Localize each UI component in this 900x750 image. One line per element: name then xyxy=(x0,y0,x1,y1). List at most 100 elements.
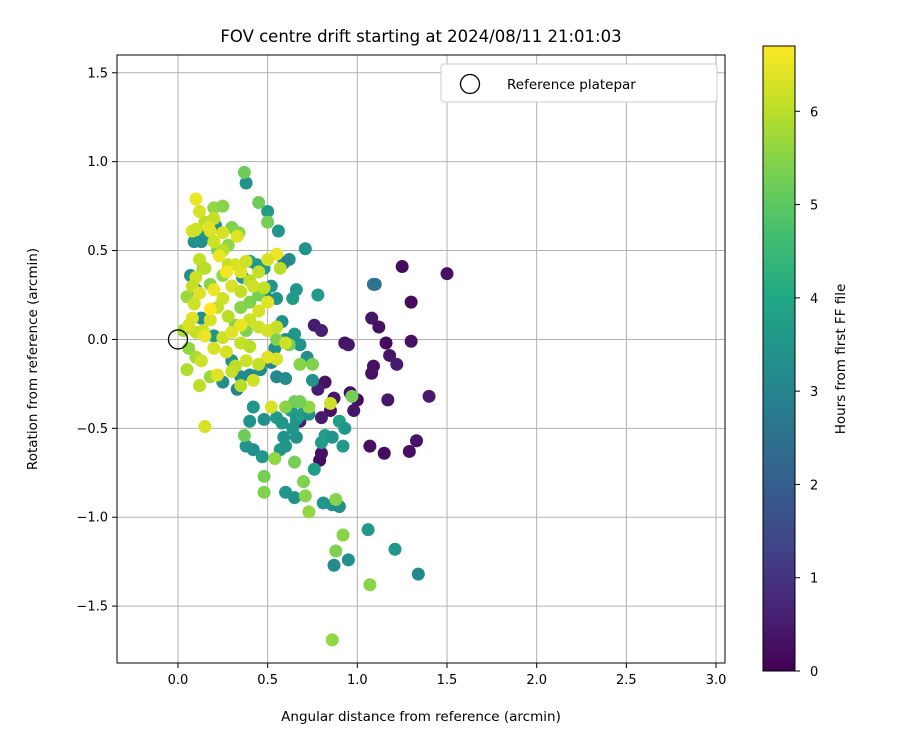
data-point xyxy=(261,215,275,229)
data-point xyxy=(221,309,235,323)
data-point xyxy=(388,542,402,556)
data-point xyxy=(307,462,321,476)
data-point xyxy=(305,357,319,371)
data-point xyxy=(187,235,201,249)
data-point xyxy=(275,416,289,430)
data-point xyxy=(194,354,208,368)
data-point xyxy=(379,336,393,350)
data-point xyxy=(201,220,215,234)
data-point xyxy=(372,320,386,334)
data-point xyxy=(366,277,380,291)
data-point xyxy=(329,492,343,506)
data-point xyxy=(390,357,404,371)
legend-marker-reference xyxy=(459,73,481,95)
x-tick-label: 2.5 xyxy=(616,673,637,688)
data-point xyxy=(193,204,207,218)
data-point xyxy=(237,165,251,179)
data-point xyxy=(207,283,221,297)
legend-box xyxy=(440,63,718,103)
colorbar-tick-label: 5 xyxy=(810,199,818,214)
data-point xyxy=(365,366,379,380)
y-tick-label: −1.0 xyxy=(76,511,108,526)
data-point xyxy=(297,475,311,489)
colorbar-tick-label: 4 xyxy=(810,292,818,307)
data-point xyxy=(252,265,266,279)
data-point xyxy=(261,204,275,218)
data-point xyxy=(289,430,303,444)
data-point xyxy=(198,329,212,343)
data-point xyxy=(293,357,307,371)
data-point xyxy=(257,469,271,483)
data-point xyxy=(347,404,361,418)
data-point xyxy=(198,261,212,275)
data-point xyxy=(243,340,257,354)
data-point xyxy=(239,254,253,268)
data-point xyxy=(279,400,293,414)
data-point xyxy=(345,389,359,403)
data-point xyxy=(234,284,248,298)
data-point xyxy=(404,295,418,309)
data-point xyxy=(203,313,217,327)
y-tick-label: 0.5 xyxy=(87,244,108,259)
y-tick-label: 1.0 xyxy=(87,155,108,170)
data-point xyxy=(279,336,293,350)
data-point xyxy=(216,226,230,240)
data-point xyxy=(257,281,271,295)
data-point xyxy=(325,633,339,647)
data-point xyxy=(239,176,253,190)
data-point xyxy=(336,528,350,542)
data-point xyxy=(336,439,350,453)
data-point xyxy=(314,411,328,425)
x-tick-label: 1.5 xyxy=(437,673,458,688)
data-point xyxy=(219,345,233,359)
x-tick-label: 0.5 xyxy=(257,673,278,688)
data-point xyxy=(193,286,207,300)
data-point xyxy=(203,302,217,316)
x-tick-label: 2.0 xyxy=(526,673,547,688)
data-point xyxy=(273,261,287,275)
data-point xyxy=(302,505,316,519)
data-point xyxy=(243,295,257,309)
data-point xyxy=(252,196,266,210)
y-tick-label: −0.5 xyxy=(76,422,108,437)
data-point xyxy=(207,341,221,355)
data-point xyxy=(234,265,248,279)
data-point xyxy=(212,249,226,263)
data-point xyxy=(305,373,319,387)
data-point xyxy=(239,354,253,368)
data-point xyxy=(279,439,293,453)
data-point xyxy=(288,455,302,469)
data-point xyxy=(257,412,271,426)
data-point xyxy=(325,430,339,444)
data-point xyxy=(271,224,285,238)
y-tick-label: 1.5 xyxy=(87,66,108,81)
data-point xyxy=(314,446,328,460)
legend-label-reference: Reference platepar xyxy=(507,77,636,93)
chart-title: FOV centre drift starting at 2024/08/11 … xyxy=(220,27,621,46)
data-point xyxy=(189,192,203,206)
data-point xyxy=(363,578,377,592)
y-tick-label: −1.5 xyxy=(76,600,108,615)
x-tick-label: 1.0 xyxy=(347,673,368,688)
data-point xyxy=(422,389,436,403)
data-point xyxy=(323,396,337,410)
data-point xyxy=(329,544,343,558)
data-point xyxy=(234,379,248,393)
data-point xyxy=(327,558,341,572)
colorbar: 0 1 2 3 4 5 6 Hours from first FF file xyxy=(762,45,849,680)
data-point xyxy=(207,235,221,249)
data-point xyxy=(361,523,375,537)
data-point xyxy=(182,318,196,332)
data-point xyxy=(411,567,425,581)
colorbar-tick-label: 3 xyxy=(810,385,818,400)
data-point xyxy=(298,489,312,503)
data-point xyxy=(293,338,307,352)
data-point xyxy=(395,260,409,274)
data-point xyxy=(377,446,391,460)
data-point xyxy=(261,295,275,309)
plot-frame xyxy=(116,54,726,664)
data-point xyxy=(246,373,260,387)
data-point xyxy=(252,304,266,318)
data-point xyxy=(187,297,201,311)
